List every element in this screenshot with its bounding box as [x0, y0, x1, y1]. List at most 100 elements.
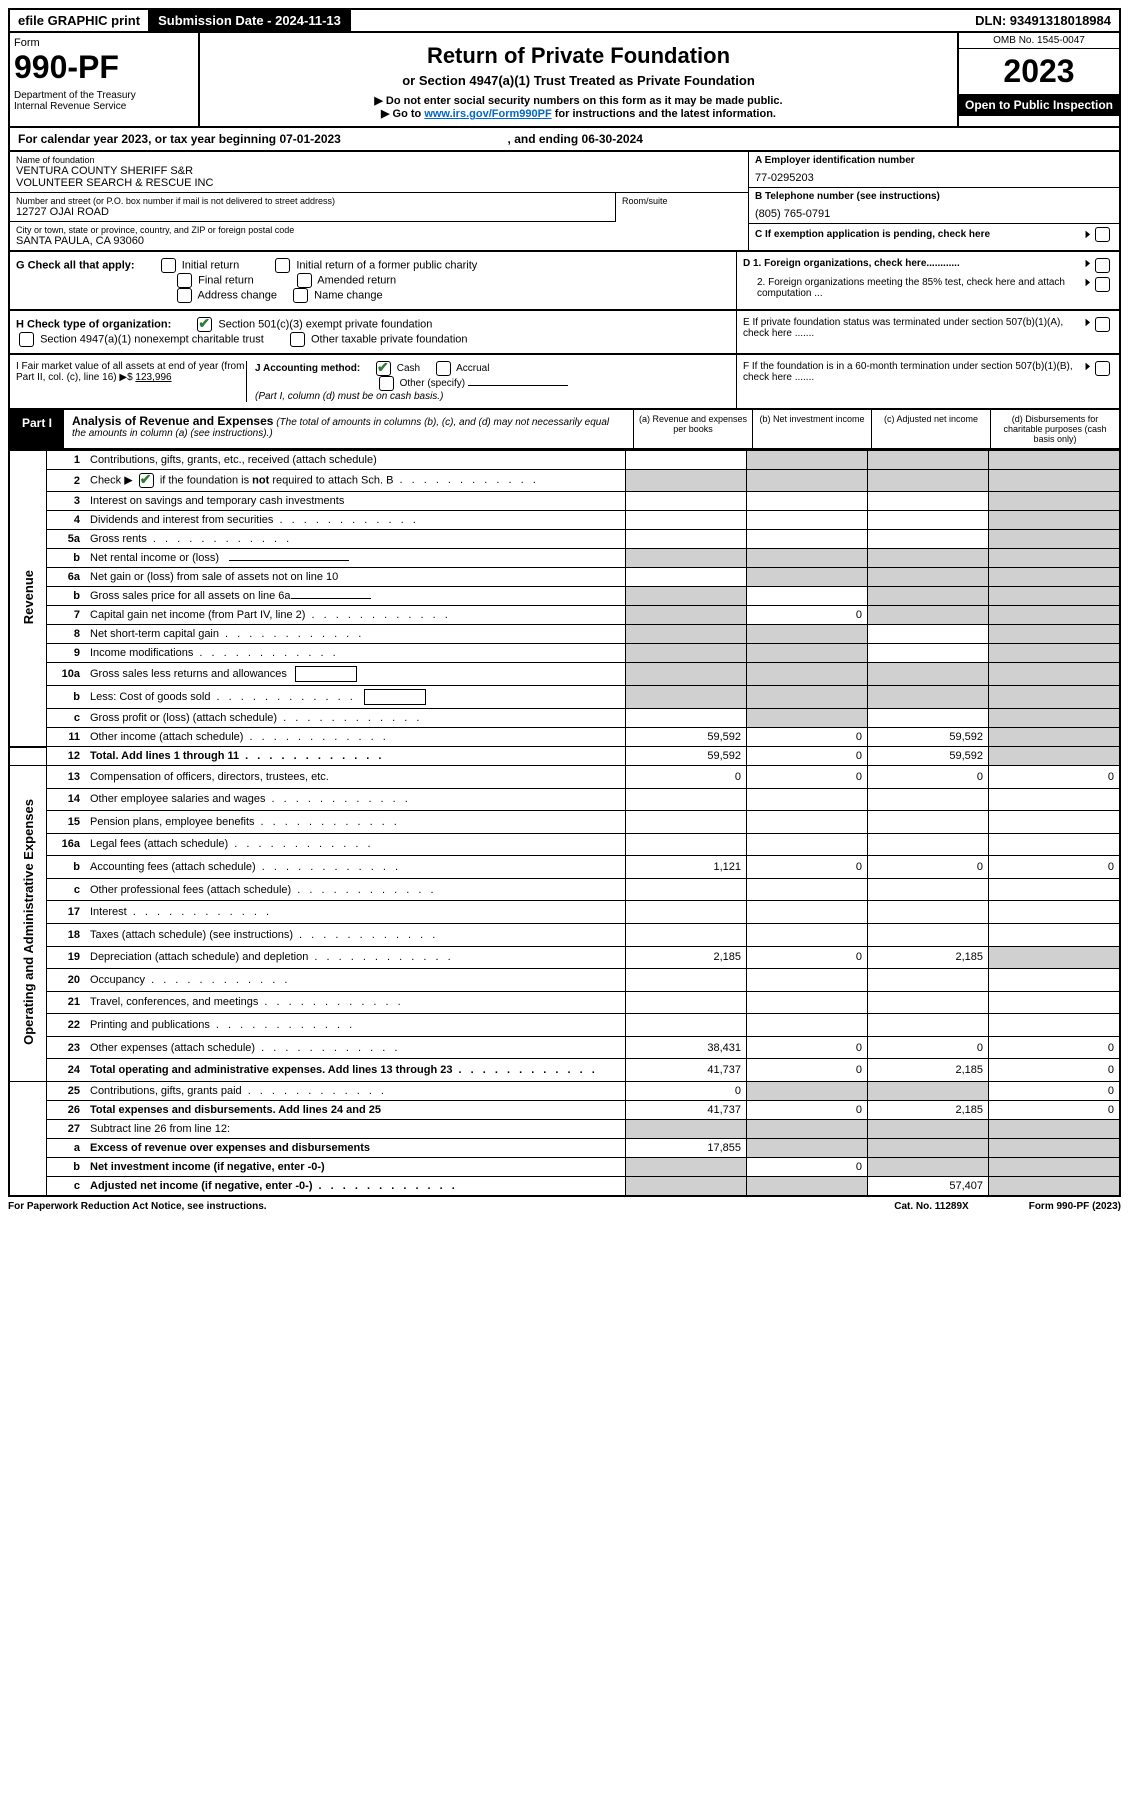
phone-cell: B Telephone number (see instructions) (8…: [749, 188, 1119, 224]
form-header: Form 990-PF Department of the Treasury I…: [8, 33, 1121, 128]
city-label: City or town, state or province, country…: [16, 225, 742, 235]
section-g-d: G Check all that apply: Initial return I…: [8, 252, 1121, 311]
arrow-icon: ▶: [1086, 258, 1091, 273]
table-row: 20Occupancy: [9, 969, 1120, 992]
foundation-name-1: VENTURA COUNTY SHERIFF S&R: [16, 165, 742, 177]
table-row: 24Total operating and administrative exp…: [9, 1059, 1120, 1082]
note-goto-pre: ▶ Go to: [381, 108, 424, 120]
h-label: H Check type of organization:: [16, 318, 171, 330]
room-label: Room/suite: [622, 196, 742, 206]
d1-checkbox[interactable]: [1095, 258, 1110, 273]
section-e: E If private foundation status was termi…: [736, 311, 1119, 353]
j-label: J Accounting method:: [255, 363, 360, 374]
part1-desc: Analysis of Revenue and Expenses (The to…: [64, 410, 633, 448]
j-other-checkbox[interactable]: [379, 376, 394, 391]
section-f: F If the foundation is in a 60-month ter…: [736, 355, 1119, 408]
table-row: cAdjusted net income (if negative, enter…: [9, 1176, 1120, 1196]
form990pf-link[interactable]: www.irs.gov/Form990PF: [424, 108, 551, 120]
g-final-return-checkbox[interactable]: [177, 273, 192, 288]
irs-label: Internal Revenue Service: [14, 101, 194, 112]
col-a-header: (a) Revenue and expenses per books: [633, 410, 752, 448]
j-other: Other (specify): [400, 378, 466, 389]
top-bar: efile GRAPHIC print Submission Date - 20…: [8, 8, 1121, 33]
city-value: SANTA PAULA, CA 93060: [16, 235, 742, 247]
j-note: (Part I, column (d) must be on cash basi…: [255, 391, 443, 402]
table-row: bLess: Cost of goods sold: [9, 686, 1120, 709]
exemption-pending-label: C If exemption application is pending, c…: [755, 229, 1084, 240]
section-i: I Fair market value of all assets at end…: [16, 361, 246, 402]
table-row: 15Pension plans, employee benefits: [9, 811, 1120, 834]
identity-section: Name of foundation VENTURA COUNTY SHERIF…: [8, 152, 1121, 252]
foundation-name-label: Name of foundation: [16, 155, 742, 165]
table-row: bAccounting fees (attach schedule)1,1210…: [9, 856, 1120, 879]
table-row: 9Income modifications: [9, 644, 1120, 663]
table-row: 18Taxes (attach schedule) (see instructi…: [9, 923, 1120, 946]
address-cell: Number and street (or P.O. box number if…: [10, 193, 616, 222]
i-arrow: ▶$: [119, 372, 132, 383]
part1-header: Part I Analysis of Revenue and Expenses …: [8, 410, 1121, 450]
h-501c3: Section 501(c)(3) exempt private foundat…: [218, 318, 432, 330]
table-row: 21Travel, conferences, and meetings: [9, 991, 1120, 1014]
d2-checkbox[interactable]: [1095, 277, 1110, 292]
g-amended-checkbox[interactable]: [297, 273, 312, 288]
section-ij: I Fair market value of all assets at end…: [10, 355, 736, 408]
h-501c3-checkbox[interactable]: [197, 317, 212, 332]
note-goto: ▶ Go to www.irs.gov/Form990PF for instru…: [206, 107, 951, 120]
h-other-taxable-checkbox[interactable]: [290, 332, 305, 347]
phone-value: (805) 765-0791: [755, 208, 1113, 220]
schb-checkbox[interactable]: [139, 473, 154, 488]
part1-tab: Part I: [10, 410, 64, 448]
table-row: aExcess of revenue over expenses and dis…: [9, 1138, 1120, 1157]
g-name-change: Name change: [314, 289, 383, 301]
table-row: 16aLegal fees (attach schedule): [9, 833, 1120, 856]
note-ssn: ▶ Do not enter social security numbers o…: [206, 94, 951, 107]
page-footer: For Paperwork Reduction Act Notice, see …: [8, 1197, 1121, 1216]
revenue-vlabel: Revenue: [9, 451, 47, 747]
city-cell: City or town, state or province, country…: [10, 222, 748, 250]
table-row: 26Total expenses and disbursements. Add …: [9, 1100, 1120, 1119]
i-value: 123,996: [135, 372, 171, 383]
table-row: 25Contributions, gifts, grants paid00: [9, 1081, 1120, 1100]
tax-year: 2023: [959, 49, 1119, 94]
form-word: Form: [14, 37, 194, 49]
header-mid: Return of Private Foundation or Section …: [200, 33, 957, 126]
table-row: cOther professional fees (attach schedul…: [9, 878, 1120, 901]
efile-label: efile GRAPHIC print: [10, 10, 150, 31]
form-subtitle: or Section 4947(a)(1) Trust Treated as P…: [206, 73, 951, 88]
omb-number: OMB No. 1545-0047: [959, 33, 1119, 49]
j-cash-checkbox[interactable]: [376, 361, 391, 376]
e-checkbox[interactable]: [1095, 317, 1110, 332]
address-value: 12727 OJAI ROAD: [16, 206, 609, 218]
phone-label: B Telephone number (see instructions): [755, 191, 1113, 202]
table-row: 2 Check ▶ if the foundation is not requi…: [9, 470, 1120, 492]
arrow-icon: ▶: [1086, 317, 1091, 339]
h-4947-checkbox[interactable]: [19, 332, 34, 347]
section-d: D 1. Foreign organizations, check here..…: [736, 252, 1119, 309]
note-goto-post: for instructions and the latest informat…: [552, 108, 776, 120]
header-right: OMB No. 1545-0047 2023 Open to Public In…: [957, 33, 1119, 126]
f-checkbox[interactable]: [1095, 361, 1110, 376]
j-cash: Cash: [397, 363, 420, 374]
g-address-change-checkbox[interactable]: [177, 288, 192, 303]
d1-label: D 1. Foreign organizations, check here..…: [743, 258, 960, 269]
foundation-name-2: VOLUNTEER SEARCH & RESCUE INC: [16, 177, 742, 189]
h-other-taxable: Other taxable private foundation: [311, 333, 468, 345]
col-c-header: (c) Adjusted net income: [871, 410, 990, 448]
arrow-icon: ▶: [1086, 229, 1091, 240]
exemption-pending-checkbox[interactable]: [1095, 227, 1110, 242]
table-row: 23Other expenses (attach schedule)38,431…: [9, 1036, 1120, 1059]
g-label: G Check all that apply:: [16, 259, 135, 271]
arrow-icon: ▶: [1086, 277, 1091, 299]
g-initial-return-checkbox[interactable]: [161, 258, 176, 273]
submission-date: Submission Date - 2024-11-13: [150, 10, 351, 31]
section-ij-f: I Fair market value of all assets at end…: [8, 355, 1121, 410]
j-accrual-checkbox[interactable]: [436, 361, 451, 376]
col-d-header: (d) Disbursements for charitable purpose…: [990, 410, 1119, 448]
g-initial-former-checkbox[interactable]: [275, 258, 290, 273]
g-name-change-checkbox[interactable]: [293, 288, 308, 303]
calendar-year-line: For calendar year 2023, or tax year begi…: [8, 128, 1121, 152]
table-row: 22Printing and publications: [9, 1014, 1120, 1037]
table-row: bGross sales price for all assets on lin…: [9, 587, 1120, 606]
footer-mid: Cat. No. 11289X: [894, 1201, 968, 1212]
section-g: G Check all that apply: Initial return I…: [10, 252, 736, 309]
